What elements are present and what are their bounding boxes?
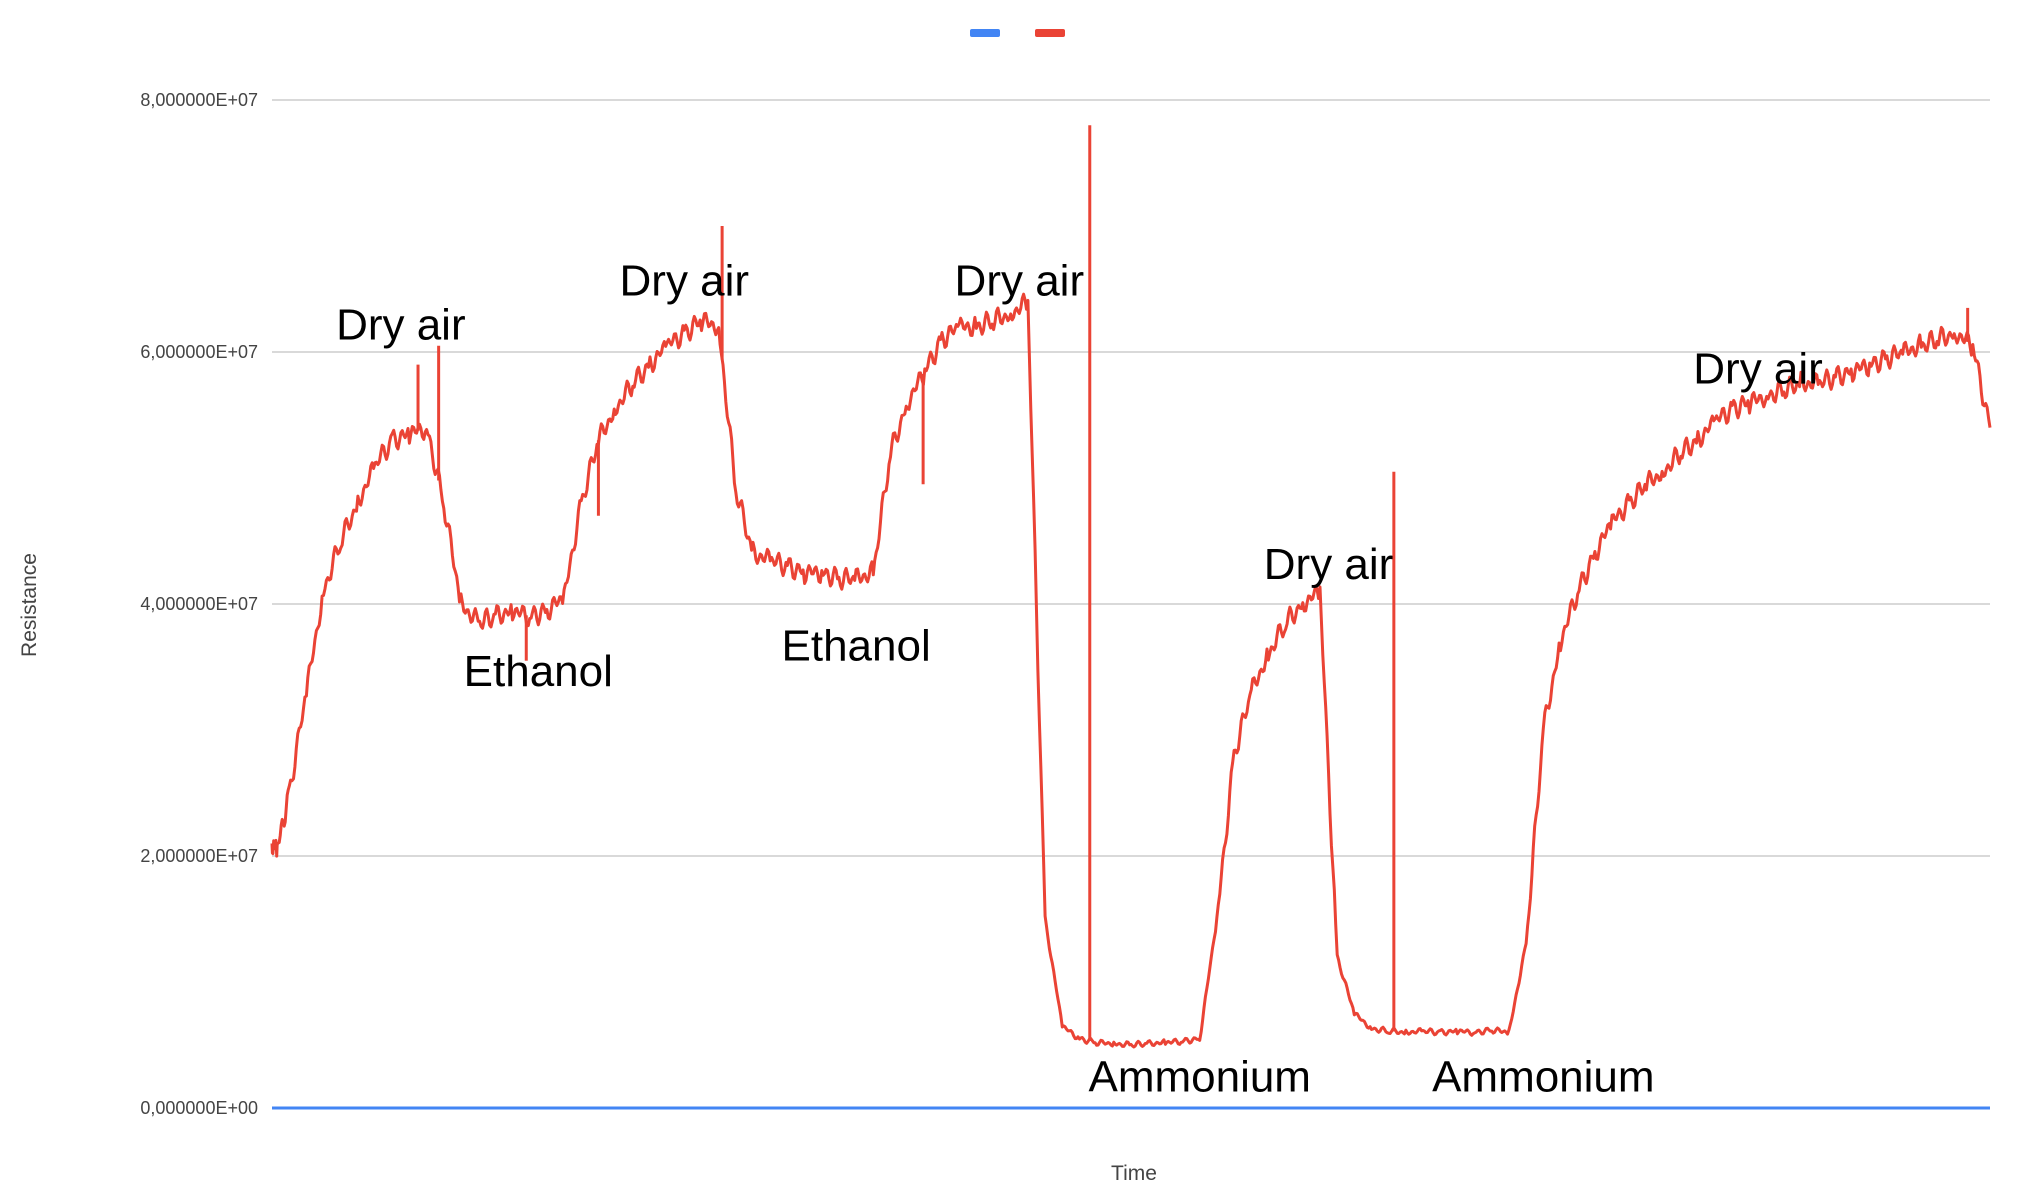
y-tick-label: 6,000000E+07: [140, 342, 258, 362]
y-tick-label: 2,000000E+07: [140, 846, 258, 866]
annotation-label: Ethanol: [782, 622, 931, 671]
annotation-label: Ammonium: [1088, 1053, 1311, 1102]
series-lines: [270, 125, 1992, 1110]
annotation-label: Ethanol: [464, 647, 613, 696]
legend-swatch[interactable]: [970, 29, 1000, 37]
annotation-label: Dry air: [620, 256, 750, 305]
y-tick-labels: 0,000000E+00 2,000000E+07 4,000000E+07 6,00…: [140, 90, 258, 1118]
annotations: Dry air Ethanol Dry air Ethanol Dry air Ammon…: [336, 256, 1823, 1101]
annotation-label: Dry air: [1264, 540, 1394, 589]
legend-swatch[interactable]: [1035, 29, 1065, 37]
annotation-label: Dry air: [336, 300, 466, 349]
annotation-label: Ammonium: [1432, 1053, 1655, 1102]
resistance-series-line: [270, 292, 1992, 1049]
legend: [970, 29, 1065, 37]
y-tick-label: 4,000000E+07: [140, 594, 258, 614]
y-tick-label: 8,000000E+07: [140, 90, 258, 110]
y-axis-title: Resistance: [18, 553, 41, 657]
y-tick-label: 0,000000E+00: [140, 1098, 258, 1118]
annotation-label: Dry air: [955, 256, 1085, 305]
annotation-label: Dry air: [1693, 345, 1823, 394]
gridlines: [272, 99, 1990, 857]
x-axis-title: Time: [1111, 1162, 1157, 1185]
